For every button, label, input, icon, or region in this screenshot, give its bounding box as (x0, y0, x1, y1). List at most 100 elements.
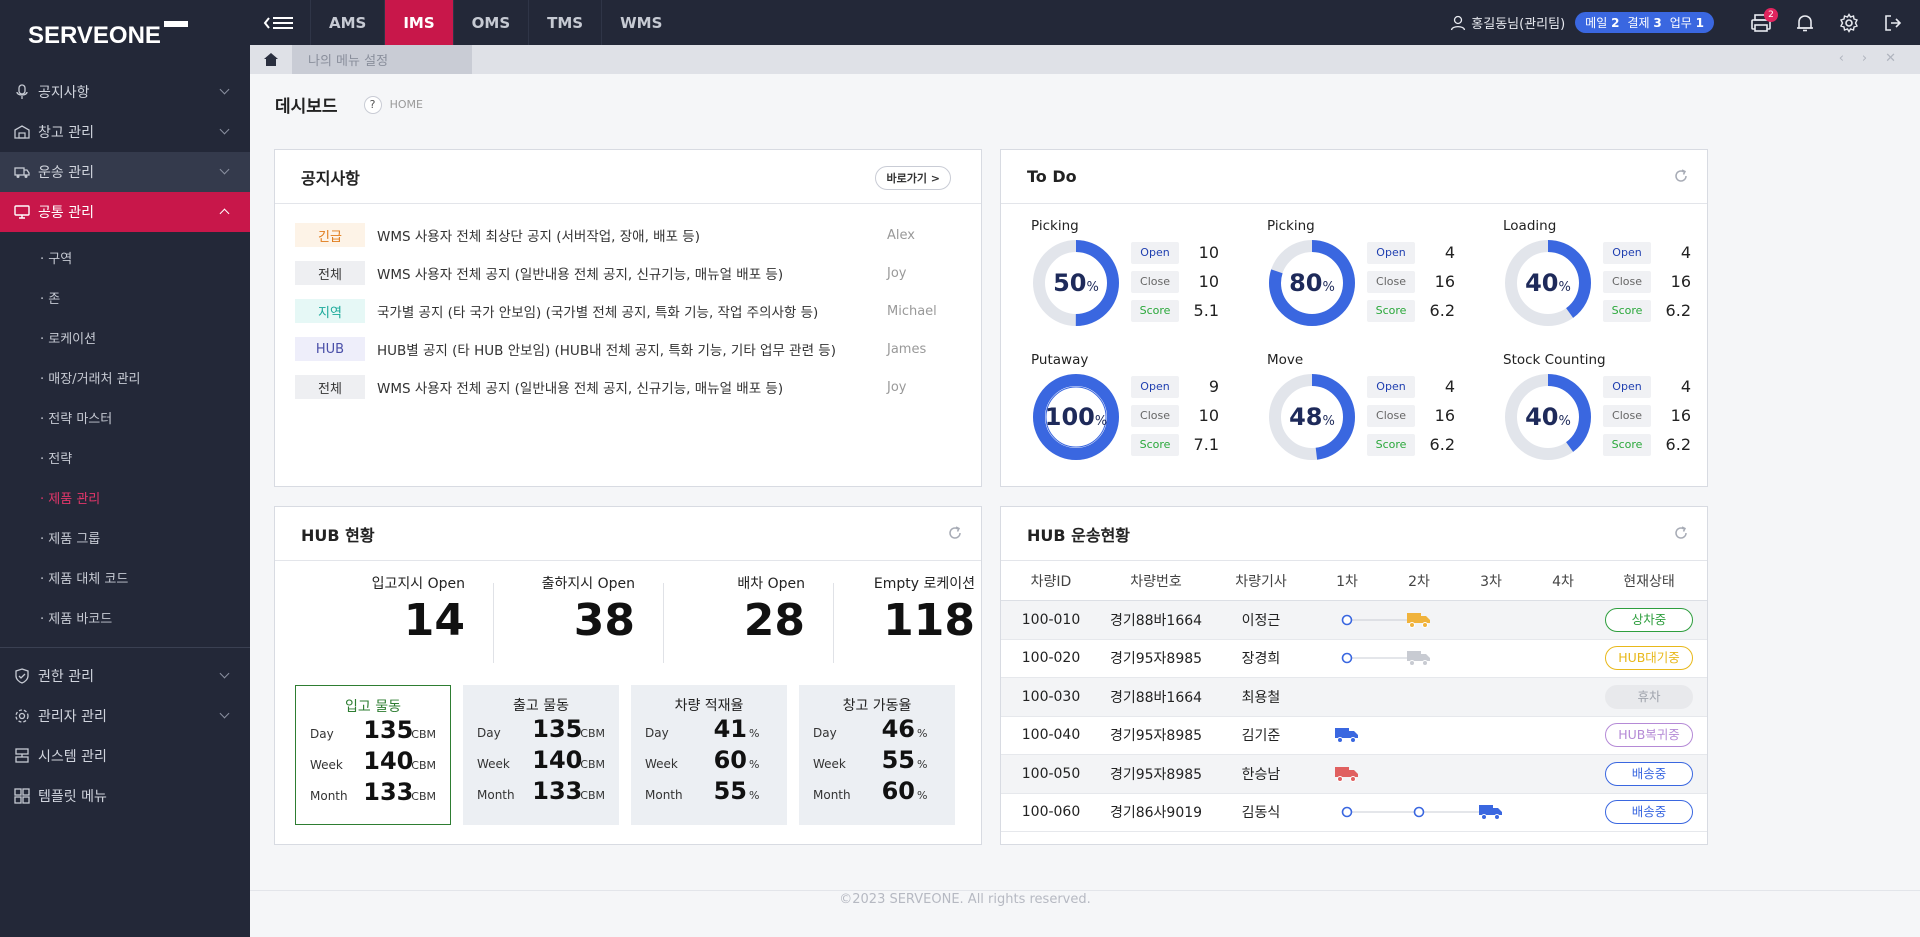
menu-toggle-button[interactable] (250, 0, 310, 45)
sidebar-subitem[interactable]: · 전략 마스터 (0, 397, 250, 437)
todo-stats: Open 4 Close 16 Score 6.2 (1367, 372, 1455, 459)
movement-row: Month 133 CBM (463, 777, 619, 808)
todo-stat-row: Score 6.2 (1367, 430, 1455, 459)
sidebar-subitem-label: · 제품 그룹 (40, 531, 101, 547)
table-row[interactable]: 100-050 경기95자8985 한승남 배송중 (1001, 755, 1707, 794)
movement-row-label: Month (813, 788, 851, 802)
notice-row[interactable]: 긴급 WMS 사용자 전체 최상단 공지 (서버작업, 장애, 배포 등) Alex (275, 216, 981, 254)
todo-item: Putaway 100% Open 9 Close 10 Score 7.1 (1031, 352, 1251, 482)
driver-name: 한승남 (1241, 766, 1281, 783)
sidebar-subitem[interactable]: · 제품 관리 (0, 477, 250, 517)
my-menu-settings-tab[interactable]: 나의 메뉴 설정 (292, 45, 472, 74)
user-icon (1451, 15, 1466, 30)
sidebar-item[interactable]: 관리자 관리 (0, 696, 250, 736)
movement-box: 차량 적재율 Day 41% Week 60% Month 55% (631, 685, 787, 825)
sidebar-subitem[interactable]: · 제품 그룹 (0, 517, 250, 557)
settings-button[interactable] (1838, 12, 1860, 34)
notification-button[interactable] (1794, 12, 1816, 34)
help-icon[interactable]: ? (363, 95, 382, 114)
vehicle-plate: 경기88바1664 (1109, 689, 1203, 706)
top-nav: AMS IMS OMS TMS WMS 홍길동님(관리팀) 메일 2 결제 3 업무 1… (250, 0, 1920, 45)
breadcrumb-home[interactable]: HOME (389, 98, 423, 111)
movement-unit: % (917, 727, 928, 740)
driver-name: 김동식 (1241, 805, 1281, 822)
status-badge[interactable]: 배송중 (1605, 800, 1693, 825)
sidebar-subitem-label: · 매장/거래처 관리 (40, 371, 141, 387)
table-row[interactable]: 100-040 경기95자8985 김기준 HUB복귀중 (1001, 717, 1707, 755)
home-button[interactable] (250, 45, 292, 74)
sidebar-subitem[interactable]: · 전략 (0, 437, 250, 477)
notice-row[interactable]: 지역 국가별 공지 (타 국가 안보임) (국가별 전체 공지, 특화 기능, 작… (275, 292, 981, 330)
sidebar-item[interactable]: 운송 관리 (0, 152, 250, 192)
driver-name: 이정근 (1241, 612, 1281, 629)
logout-button[interactable] (1882, 12, 1904, 34)
tab-next-icon[interactable]: › (1861, 51, 1868, 66)
sidebar-subitem[interactable]: · 존 (0, 277, 250, 317)
sidebar-subitem[interactable]: · 매장/거래처 관리 (0, 357, 250, 397)
notice-row[interactable]: HUB HUB별 공지 (타 HUB 안보임) (HUB내 전체 공지, 특화 기… (275, 330, 981, 368)
tab-prev-icon[interactable]: ‹ (1838, 51, 1844, 66)
donut-value: 50% (1053, 269, 1099, 297)
todo-stat-value: 16 (1434, 272, 1455, 291)
route-progress (1311, 720, 1599, 750)
sidebar-item-label: 공지사항 (38, 85, 90, 101)
notice-card: 공지사항 바로가기 > 긴급 WMS 사용자 전체 최상단 공지 (서버작업, 장… (274, 149, 982, 487)
microphone-icon (14, 84, 30, 100)
table-row[interactable]: 100-060 경기86사9019 김동식 배송중 (1001, 794, 1707, 832)
status-cell: 배송중 (1599, 761, 1699, 786)
sidebar-subitem[interactable]: · 구역 (0, 237, 250, 277)
tab-ams[interactable]: AMS (310, 0, 384, 45)
notification-counts[interactable]: 메일 2 결제 3 업무 1 (1575, 12, 1714, 33)
sidebar-item[interactable]: 공통 관리 (0, 192, 250, 232)
monitor-icon (14, 204, 30, 220)
sidebar-subitem[interactable]: · 로케이션 (0, 317, 250, 357)
sidebar-item[interactable]: 시스템 관리 (0, 736, 250, 776)
todo-stat-label: Close (1603, 404, 1651, 427)
todo-stat-label: Open (1603, 241, 1651, 264)
status-badge[interactable]: 상차중 (1605, 607, 1693, 632)
tab-oms[interactable]: OMS (452, 0, 528, 45)
todo-item-name: Stock Counting (1503, 352, 1606, 368)
sidebar-subitem[interactable]: · 제품 대체 코드 (0, 557, 250, 597)
hub-stat-value: 38 (573, 595, 635, 646)
todo-card: To Do Picking 50% Open 10 Close 10 Score 5.1 Pic… (1000, 149, 1708, 487)
close-all-tabs-icon[interactable]: ✕ (1885, 51, 1896, 66)
sidebar-item[interactable]: 창고 관리 (0, 112, 250, 152)
home-icon (264, 53, 278, 66)
sidebar-item[interactable]: 템플릿 메뉴 (0, 776, 250, 816)
table-row[interactable]: 100-020 경기95자8985 장경희 HUB대기중 (1001, 640, 1707, 678)
logo[interactable]: SERVEONE (0, 0, 250, 72)
truck-icon (1478, 803, 1504, 825)
table-row[interactable]: 100-030 경기88바1664 최용철 휴차 (1001, 678, 1707, 717)
todo-stat-row: Close 16 (1367, 401, 1455, 430)
todo-item: Stock Counting 40% Open 4 Close 16 Score 6.2 (1503, 352, 1723, 482)
notice-row[interactable]: 전체 WMS 사용자 전체 공지 (일반내용 전체 공지, 신규기능, 매뉴얼 배… (275, 368, 981, 406)
notice-author: Michael (887, 303, 937, 319)
user-info[interactable]: 홍길동님(관리팀) (1450, 13, 1565, 32)
status-badge[interactable]: 휴차 (1605, 684, 1693, 709)
table-row[interactable]: 100-010 경기88바1664 이정근 상차중 (1001, 601, 1707, 640)
status-badge[interactable]: HUB복귀중 (1605, 723, 1693, 748)
sidebar-item[interactable]: 공지사항 (0, 72, 250, 112)
notice-row[interactable]: 전체 WMS 사용자 전체 공지 (일반내용 전체 공지, 신규기능, 매뉴얼 배… (275, 254, 981, 292)
refresh-icon[interactable] (1673, 525, 1689, 541)
movement-title: 출고 물동 (513, 698, 569, 714)
refresh-icon[interactable] (947, 525, 963, 541)
notice-go-button[interactable]: 바로가기 > (875, 166, 951, 190)
hub-stat: Empty 로케이션 118 (815, 573, 975, 661)
cart-button[interactable]: 2 (1750, 7, 1778, 34)
todo-stat-value: 10 (1198, 406, 1219, 425)
tab-tms[interactable]: TMS (528, 0, 601, 45)
tab-wms[interactable]: WMS (601, 0, 680, 45)
vehicle-plate: 경기95자8985 (1109, 728, 1203, 745)
shield-icon (14, 668, 30, 684)
status-badge[interactable]: HUB대기중 (1605, 646, 1693, 671)
movement-row: Month 60% (799, 777, 955, 808)
sidebar-item[interactable]: 권한 관리 (0, 656, 250, 696)
sidebar-subitem[interactable]: · 제품 바코드 (0, 597, 250, 637)
sidebar-subitem-label: · 전략 (40, 451, 73, 467)
status-badge[interactable]: 배송중 (1605, 761, 1693, 786)
tab-ims[interactable]: IMS (384, 0, 453, 45)
donut-value: 40% (1525, 403, 1571, 431)
refresh-icon[interactable] (1673, 168, 1689, 184)
